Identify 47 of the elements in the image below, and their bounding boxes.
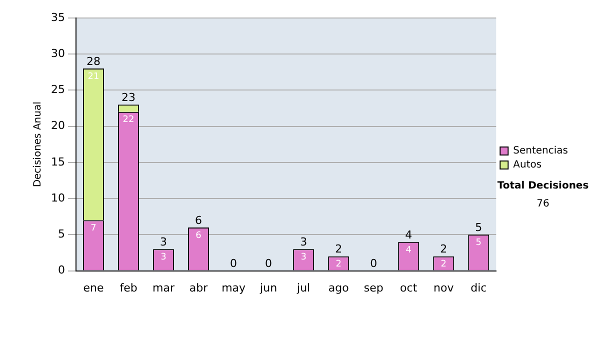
x-tick-label: jul bbox=[296, 281, 310, 294]
data-label: 5 bbox=[476, 238, 482, 248]
data-label: 22 bbox=[122, 115, 134, 126]
y-tick-label: 30 bbox=[50, 46, 65, 60]
y-tick-label: 20 bbox=[50, 119, 65, 132]
total-label: 2 bbox=[335, 242, 342, 256]
total-label: 2 bbox=[440, 242, 448, 256]
data-label: 2 bbox=[336, 260, 342, 270]
total-label: 4 bbox=[405, 228, 412, 242]
x-tick-label: sep bbox=[364, 281, 384, 294]
total-label: 0 bbox=[265, 257, 272, 270]
total-label: 0 bbox=[230, 257, 238, 270]
total-label: 6 bbox=[195, 214, 202, 227]
total-label: 3 bbox=[300, 235, 308, 248]
y-tick-label: 0 bbox=[58, 264, 65, 277]
x-tick-label: dic bbox=[470, 281, 487, 294]
y-tick-label: 35 bbox=[50, 10, 65, 24]
x-tick-label: oct bbox=[400, 281, 418, 294]
data-label: 7 bbox=[90, 224, 96, 234]
data-label: 4 bbox=[406, 245, 412, 256]
total-label: 5 bbox=[475, 221, 482, 234]
x-tick-label: ago bbox=[328, 281, 350, 294]
data-label: 3 bbox=[300, 252, 306, 262]
data-label: 3 bbox=[160, 252, 166, 262]
y-tick-label: 10 bbox=[50, 191, 65, 204]
x-tick-label: jun bbox=[259, 281, 278, 294]
x-tick-label: abr bbox=[189, 281, 208, 294]
total-label: 28 bbox=[86, 54, 101, 68]
data-label: 6 bbox=[196, 230, 202, 241]
legend-label: Autos bbox=[513, 160, 542, 171]
x-tick-label: ene bbox=[83, 281, 104, 294]
y-axis-title: Decisiones Anual bbox=[32, 102, 44, 188]
total-label: 0 bbox=[370, 257, 378, 270]
text: 76 bbox=[536, 198, 550, 210]
x-tick-label: mar bbox=[152, 281, 175, 294]
legend-label: Sentencias bbox=[513, 146, 568, 157]
y-tick-label: 25 bbox=[50, 83, 65, 96]
x-tick-label: may bbox=[222, 281, 246, 294]
text: Total Decisiones bbox=[497, 180, 589, 192]
data-label: 2 bbox=[440, 260, 446, 270]
x-tick-label: feb bbox=[120, 281, 138, 294]
total-label: 3 bbox=[160, 235, 168, 248]
data-label: 21 bbox=[88, 72, 100, 82]
total-label: 23 bbox=[122, 91, 136, 104]
x-tick-label: nov bbox=[434, 281, 454, 294]
y-tick-label: 5 bbox=[58, 228, 65, 241]
y-tick-label: 15 bbox=[50, 155, 65, 168]
